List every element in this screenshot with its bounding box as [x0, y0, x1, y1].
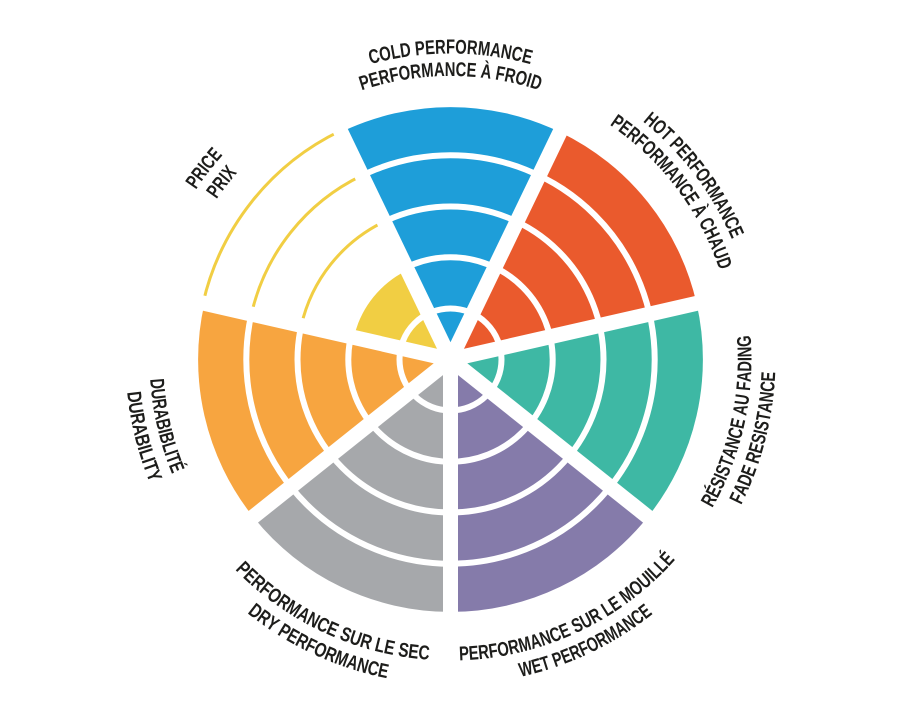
svg-text:O: O	[377, 41, 393, 66]
svg-text:R: R	[477, 640, 490, 664]
svg-text:L: L	[389, 40, 402, 64]
svg-text:F: F	[446, 35, 455, 58]
svg-text:D: D	[123, 390, 147, 404]
svg-text:B: B	[130, 432, 154, 449]
svg-text:E: E	[757, 371, 780, 382]
svg-text:D: D	[398, 38, 412, 62]
svg-text:F: F	[487, 639, 499, 663]
svg-text:E: E	[407, 640, 420, 663]
svg-text:I: I	[133, 442, 156, 452]
svg-text:C: C	[365, 656, 381, 681]
svg-text:R: R	[126, 411, 150, 426]
svg-text:N: N	[499, 40, 514, 64]
svg-text:M: M	[420, 58, 434, 82]
svg-text:E: E	[725, 416, 749, 430]
svg-text:D: D	[733, 361, 756, 372]
svg-text:F: F	[732, 380, 756, 391]
svg-text:A: A	[433, 58, 445, 81]
svg-text:R: R	[503, 63, 518, 88]
svg-text:R: R	[435, 35, 447, 58]
svg-text:E: E	[382, 635, 397, 659]
svg-text:A: A	[149, 407, 174, 422]
svg-text:S: S	[397, 638, 411, 662]
svg-text:E: E	[468, 641, 480, 664]
svg-text:I: I	[160, 447, 183, 458]
svg-text:I: I	[137, 455, 160, 466]
svg-text:A: A	[489, 38, 503, 62]
svg-text:R: R	[466, 36, 478, 59]
svg-text:C: C	[455, 58, 467, 81]
svg-text:W: W	[516, 656, 535, 682]
svg-text:U: U	[124, 401, 148, 415]
svg-text:P: P	[458, 642, 469, 665]
svg-text:R: R	[409, 59, 423, 83]
svg-text:I: I	[154, 426, 177, 435]
svg-text:A: A	[732, 370, 755, 382]
svg-text:E: E	[424, 36, 436, 59]
svg-text:D: D	[146, 378, 170, 390]
svg-text:O: O	[455, 35, 467, 58]
svg-text:C: C	[756, 380, 780, 393]
svg-text:B: B	[151, 416, 176, 431]
svg-text:I: I	[733, 357, 756, 361]
svg-text:M: M	[516, 632, 534, 657]
svg-text:N: N	[733, 346, 756, 357]
svg-text:R: R	[506, 635, 522, 660]
svg-text:C: C	[418, 641, 431, 664]
svg-text:E: E	[466, 58, 478, 81]
svg-text:O: O	[513, 66, 530, 91]
svg-text:U: U	[146, 387, 170, 400]
svg-text:O: O	[495, 637, 510, 661]
svg-text:A: A	[728, 402, 752, 417]
svg-text:F: F	[494, 62, 507, 86]
svg-text:N: N	[754, 390, 778, 403]
svg-text:À: À	[479, 58, 493, 83]
svg-text:I: I	[749, 428, 772, 437]
svg-text:C: C	[510, 42, 526, 67]
svg-text:N: N	[445, 58, 456, 81]
svg-text:S: S	[750, 418, 774, 432]
svg-text:U: U	[730, 393, 754, 407]
svg-text:P: P	[414, 36, 426, 60]
svg-text:T: T	[751, 410, 775, 423]
svg-text:I: I	[524, 69, 534, 92]
svg-text:E: E	[376, 659, 391, 683]
svg-text:A: A	[128, 421, 152, 437]
svg-text:O: O	[397, 61, 412, 85]
svg-text:R: R	[148, 397, 172, 411]
svg-text:M: M	[477, 37, 492, 61]
svg-text:A: A	[753, 400, 777, 414]
svg-text:G: G	[732, 335, 755, 348]
